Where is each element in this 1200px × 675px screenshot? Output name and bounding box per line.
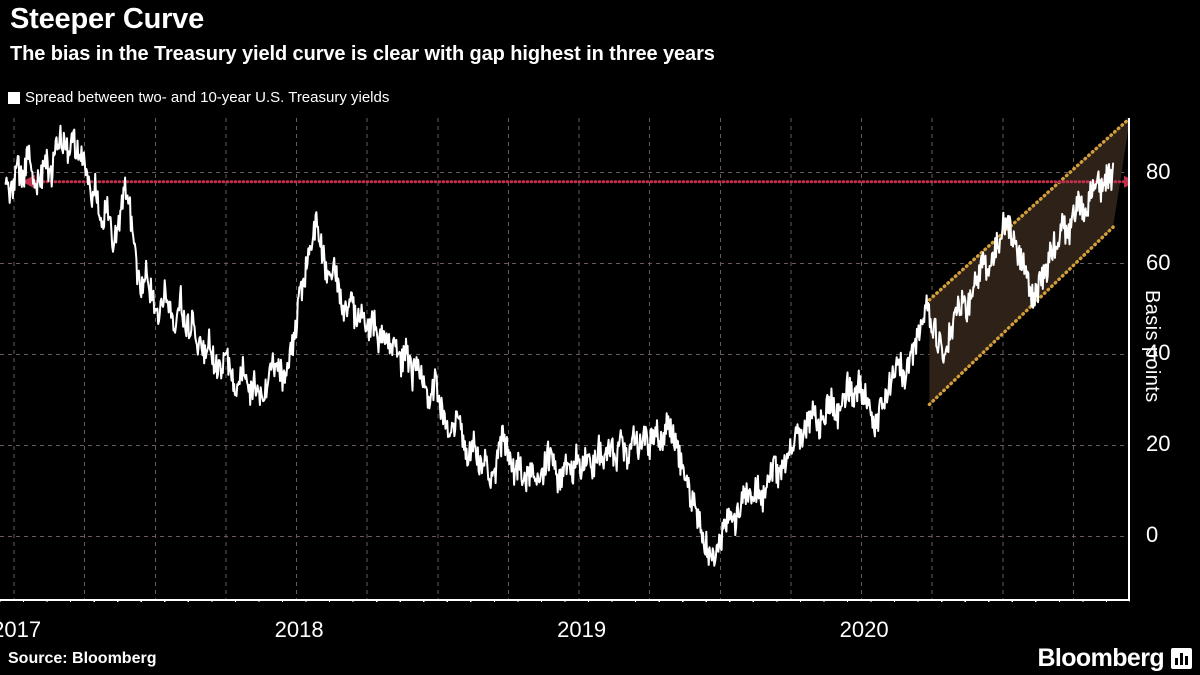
line-chart-svg — [0, 118, 1130, 602]
chart-legend: Spread between two- and 10-year U.S. Tre… — [8, 88, 389, 108]
legend-label: Spread between two- and 10-year U.S. Tre… — [25, 89, 390, 106]
source-credit: Source: Bloomberg — [8, 650, 157, 667]
x-axis-tick-label: 2020 — [839, 617, 889, 642]
x-axis-tick-label: 2019 — [557, 617, 607, 642]
y-axis-tick-label: 80 — [1146, 158, 1171, 184]
spread-series-line — [4, 124, 1115, 567]
legend-swatch-icon — [8, 92, 20, 104]
y-axis-tick-label: 40 — [1146, 340, 1171, 366]
bloomberg-logo: Bloomberg — [1037, 645, 1192, 671]
reference-line-annotation — [22, 174, 1130, 189]
bloomberg-wordmark: Bloomberg — [1037, 644, 1164, 672]
page-title: Steeper Curve — [10, 3, 205, 35]
trend-channel-annotation — [927, 118, 1130, 407]
y-axis-tick-label: 0 — [1146, 522, 1159, 548]
x-axis-tick-label: 2018 — [274, 617, 324, 642]
bloomberg-bars-icon — [1171, 647, 1192, 669]
y-axis-title: Basis points — [1141, 290, 1163, 403]
y-axis-tick-label: 20 — [1146, 431, 1171, 457]
y-axis-tick-label: 60 — [1146, 249, 1171, 275]
axis-lines-and-ticks — [0, 118, 1130, 602]
vertical-gridlines — [13, 118, 1074, 600]
page-subtitle: The bias in the Treasury yield curve is … — [10, 43, 715, 65]
chart-plot-area — [0, 118, 1130, 602]
x-axis-tick-label: 2017 — [0, 617, 42, 642]
